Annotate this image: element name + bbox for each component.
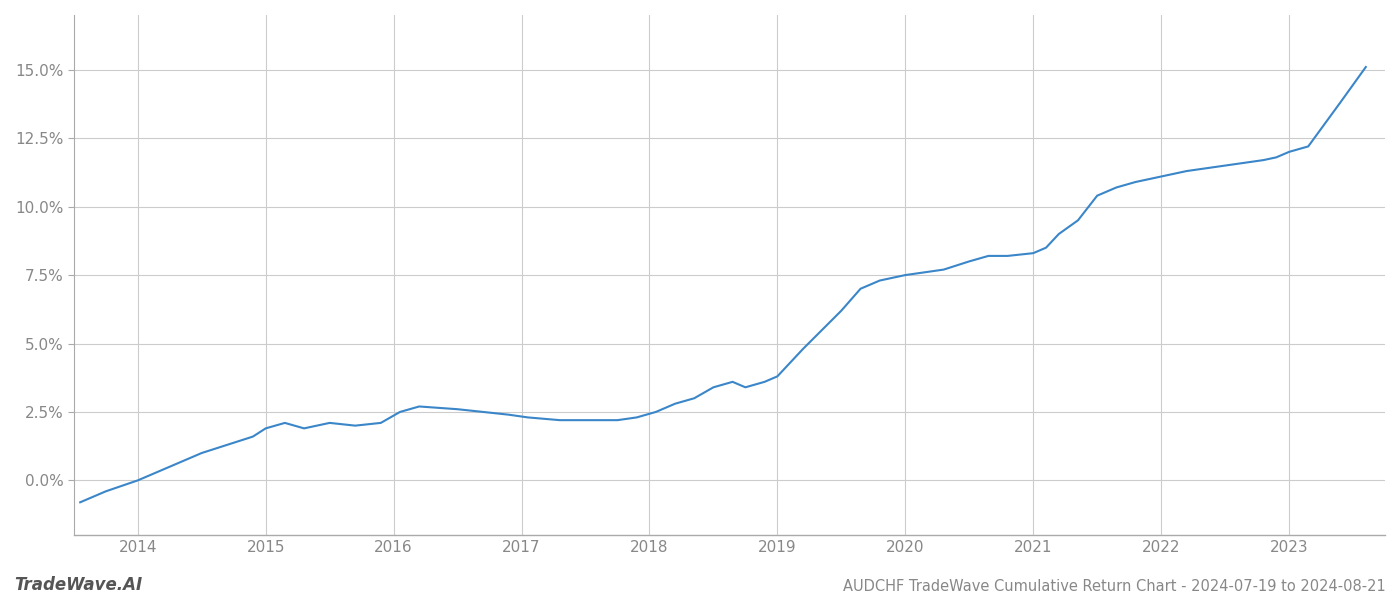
Text: TradeWave.AI: TradeWave.AI (14, 576, 143, 594)
Text: AUDCHF TradeWave Cumulative Return Chart - 2024-07-19 to 2024-08-21: AUDCHF TradeWave Cumulative Return Chart… (843, 579, 1386, 594)
